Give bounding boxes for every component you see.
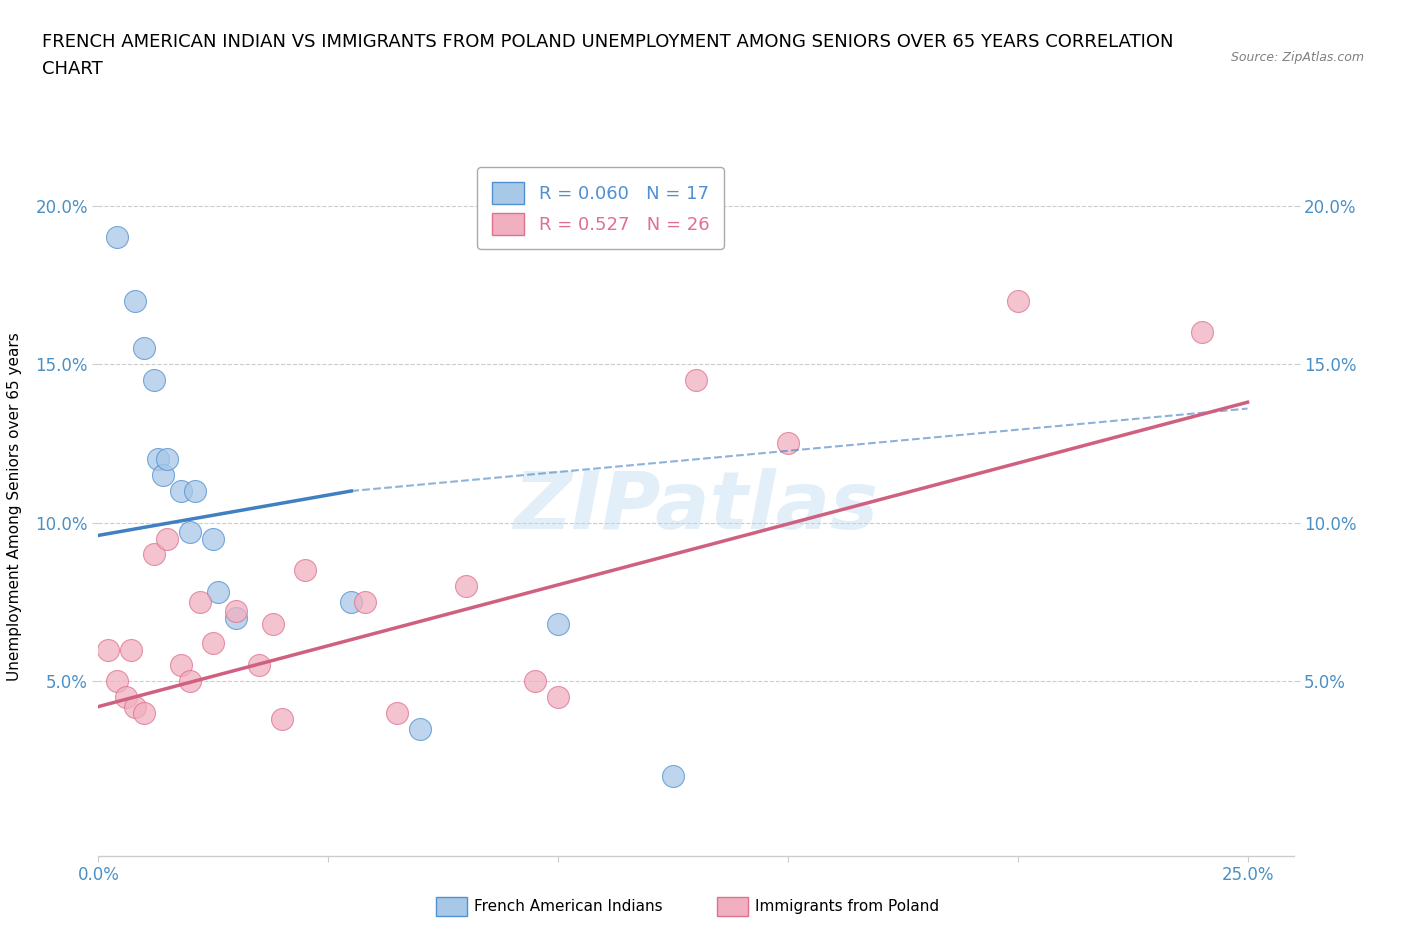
Text: Immigrants from Poland: Immigrants from Poland xyxy=(755,899,939,914)
Point xyxy=(156,452,179,467)
Point xyxy=(105,673,128,688)
Point xyxy=(124,699,146,714)
Point xyxy=(225,604,247,619)
Text: Source: ZipAtlas.com: Source: ZipAtlas.com xyxy=(1230,51,1364,64)
Point xyxy=(547,617,569,631)
Point xyxy=(148,452,170,467)
Text: CHART: CHART xyxy=(42,60,103,78)
Point xyxy=(294,563,316,578)
Point xyxy=(409,722,432,737)
Point xyxy=(271,711,294,726)
Point xyxy=(184,484,207,498)
Point xyxy=(179,525,201,539)
Point xyxy=(97,642,120,657)
Point xyxy=(152,468,174,483)
Point xyxy=(262,617,284,631)
Point xyxy=(547,690,569,705)
Point xyxy=(134,706,156,721)
Point xyxy=(202,531,225,546)
Point xyxy=(340,594,363,609)
Point xyxy=(456,578,478,593)
Point xyxy=(142,373,165,388)
Point xyxy=(105,230,128,245)
Point xyxy=(385,706,409,721)
Y-axis label: Unemployment Among Seniors over 65 years: Unemployment Among Seniors over 65 years xyxy=(7,333,21,681)
Point xyxy=(1007,293,1029,308)
Point xyxy=(124,293,146,308)
Point xyxy=(134,341,156,356)
Point xyxy=(225,610,247,625)
Point xyxy=(354,594,377,609)
Text: French American Indians: French American Indians xyxy=(474,899,662,914)
Point xyxy=(524,673,547,688)
Point xyxy=(115,690,138,705)
Point xyxy=(120,642,142,657)
Point xyxy=(156,531,179,546)
Point xyxy=(170,484,193,498)
Point xyxy=(662,769,685,784)
Point xyxy=(207,585,229,600)
Point xyxy=(188,594,211,609)
Point xyxy=(685,373,707,388)
Point xyxy=(776,436,799,451)
Point xyxy=(247,658,270,672)
Point xyxy=(142,547,165,562)
Point xyxy=(170,658,193,672)
Text: ZIPatlas: ZIPatlas xyxy=(513,468,879,546)
Legend: R = 0.060   N = 17, R = 0.527   N = 26: R = 0.060 N = 17, R = 0.527 N = 26 xyxy=(477,167,724,249)
Point xyxy=(202,636,225,651)
Point xyxy=(179,673,201,688)
Text: FRENCH AMERICAN INDIAN VS IMMIGRANTS FROM POLAND UNEMPLOYMENT AMONG SENIORS OVER: FRENCH AMERICAN INDIAN VS IMMIGRANTS FRO… xyxy=(42,33,1174,50)
Point xyxy=(1191,326,1213,340)
